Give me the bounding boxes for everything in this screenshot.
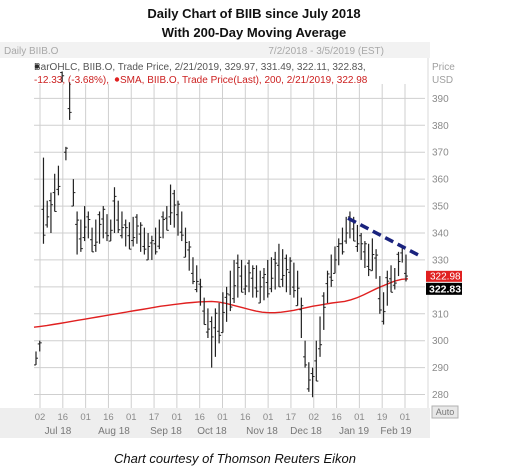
legend-sma: SMA, BIIB.O, Trade Price(Last), 200, 2/2…: [120, 75, 368, 86]
x-month-label: Nov 18: [246, 426, 278, 437]
auto-scale-button[interactable]: [431, 405, 459, 419]
sma-price-tag: [426, 270, 462, 282]
y-tick-label: 330: [432, 255, 449, 266]
price-axis-label: Price: [432, 62, 455, 73]
last-price-tag-text: 322.83: [429, 283, 461, 295]
legend-sma-bullet: [114, 77, 120, 82]
x-month-label: Jan 19: [339, 426, 369, 437]
y-tick-label: 310: [432, 309, 449, 320]
grid: [34, 84, 425, 408]
x-axis: 02 16 01 16 01 17 01 16 01 16 01 17 02 16 01 19 01 Jul 18…: [0, 408, 430, 438]
x-tick-label: 16: [58, 412, 69, 423]
panel-date-range: 7/2/2018 - 3/5/2019 (EST): [268, 46, 384, 57]
y-tick-label: 360: [432, 175, 449, 186]
sma-200-line: [33, 278, 409, 328]
x-tick-label: 19: [377, 412, 388, 423]
legend-change: -12.33, (-3.68%),: [34, 75, 109, 86]
x-month-label: Jul 18: [45, 426, 72, 437]
x-tick-label: 17: [286, 412, 297, 423]
x-tick-label: 16: [331, 412, 342, 423]
y-tick-label: 340: [432, 229, 449, 240]
x-month-label: Oct 18: [197, 426, 227, 437]
x-axis-strip: [0, 408, 430, 438]
x-tick-label: 01: [172, 412, 183, 423]
x-tick-label: 16: [194, 412, 205, 423]
y-axis: 280290300310320330340350360370380390Pric…: [427, 58, 455, 408]
x-month-label: Sep 18: [150, 426, 182, 437]
sma-line: [33, 278, 409, 328]
currency-label: USD: [432, 75, 453, 86]
panel-title-strip: [0, 42, 430, 58]
x-tick-label: 01: [217, 412, 228, 423]
x-tick-label: 01: [80, 412, 91, 423]
x-tick-label: 16: [240, 412, 251, 423]
chart-title: Daily Chart of BIIB since July 2018: [147, 6, 361, 21]
chart-caption: Chart courtesy of Thomson Reuters Eikon: [113, 451, 357, 466]
price-chart[interactable]: Daily BIIB.O 7/2/2018 - 3/5/2019 (EST) B…: [0, 42, 470, 450]
y-tick-label: 280: [432, 390, 449, 401]
panel-name: Daily BIIB.O: [4, 46, 59, 57]
auto-button-label: Auto: [436, 407, 455, 417]
last-price-tag: [426, 282, 462, 295]
x-tick-label: 17: [149, 412, 160, 423]
y-tick-label: 290: [432, 363, 449, 374]
x-tick-label: 01: [354, 412, 365, 423]
y-tick-label: 350: [432, 202, 449, 213]
sma-price-tag-text: 322.98: [430, 271, 461, 282]
legend-ohlc-bullet: [34, 64, 40, 69]
ohlc-bars: [34, 71, 408, 398]
x-tick-label: 01: [263, 412, 274, 423]
x-tick-label: 02: [35, 412, 46, 423]
x-month-label: Aug 18: [98, 426, 130, 437]
x-tick-label: 16: [103, 412, 114, 423]
x-month-label: Dec 18: [290, 426, 322, 437]
legend-line-1: BarOHLC, BIIB.O, Trade Price, 2/21/2019,…: [34, 62, 366, 73]
x-tick-label: 02: [308, 412, 319, 423]
x-tick-label: 01: [400, 412, 411, 423]
chart-subtitle: With 200-Day Moving Average: [161, 25, 347, 40]
y-tick-label: 370: [432, 148, 449, 159]
y-tick-label: 380: [432, 121, 449, 132]
x-month-label: Feb 19: [380, 426, 412, 437]
y-tick-label: 390: [432, 94, 449, 105]
y-tick-label: 300: [432, 336, 449, 347]
x-tick-label: 01: [126, 412, 137, 423]
